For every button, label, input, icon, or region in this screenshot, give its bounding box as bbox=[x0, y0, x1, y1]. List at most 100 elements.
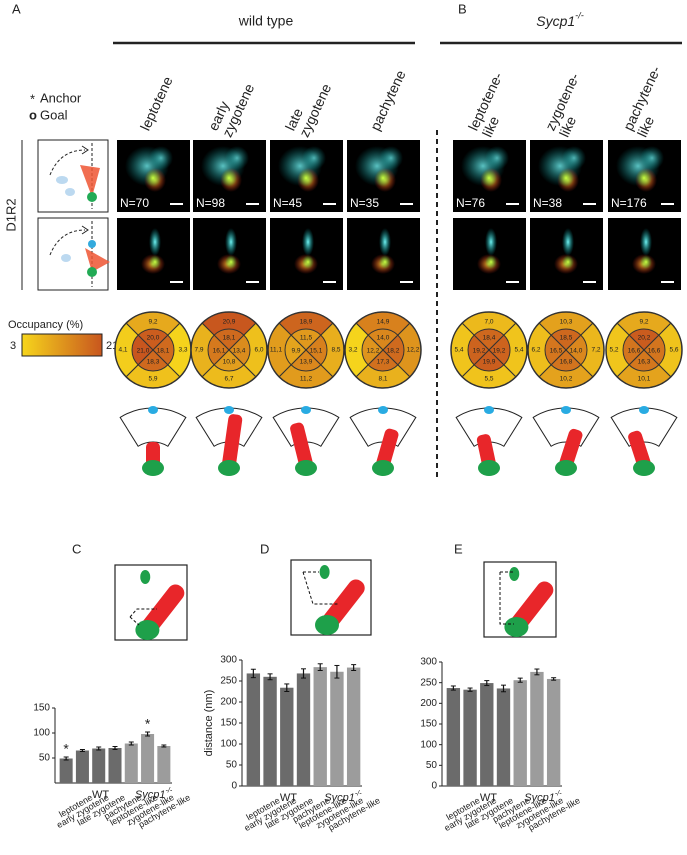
n-label: N=38 bbox=[533, 196, 562, 210]
bar bbox=[346, 667, 361, 786]
column-label: leptotene-like bbox=[465, 69, 520, 139]
y-tick-label: 0 bbox=[431, 781, 437, 792]
occupancy-inner bbox=[622, 334, 645, 366]
signal-cyan bbox=[225, 146, 249, 170]
occupancy-value: 18,9 bbox=[300, 319, 313, 326]
occupancy-value: 17,3 bbox=[377, 359, 390, 366]
occupancy-value: 5,6 bbox=[669, 347, 678, 354]
y-tick-label: 300 bbox=[220, 655, 237, 666]
occupancy-value: 19,9 bbox=[483, 359, 496, 366]
occupancy-value: 5,5 bbox=[484, 376, 493, 383]
occupancy-value: 11,5 bbox=[300, 335, 313, 342]
bar bbox=[463, 689, 477, 786]
y-tick-label: 200 bbox=[220, 697, 237, 708]
bar bbox=[480, 683, 494, 786]
genotype-label: Sycp1-/- bbox=[524, 789, 562, 803]
occupancy-value: 21,0 bbox=[137, 348, 150, 355]
schematic-anchor bbox=[315, 615, 339, 635]
goal-dot bbox=[639, 406, 649, 414]
occupancy-inner bbox=[473, 349, 505, 372]
occupancy-value: 7,2 bbox=[591, 347, 600, 354]
occupancy-rim bbox=[450, 311, 528, 389]
n-label: N=70 bbox=[120, 196, 149, 210]
signal-cyan bbox=[562, 146, 586, 170]
error-bar bbox=[96, 746, 102, 751]
error-bar bbox=[250, 668, 256, 679]
bar bbox=[546, 678, 561, 786]
occupancy-inner bbox=[367, 328, 399, 351]
fan-outline bbox=[119, 407, 187, 447]
fan-outline bbox=[532, 407, 600, 447]
column-label-line: pachytene bbox=[367, 67, 409, 133]
occupancy-value: 10,1 bbox=[638, 376, 651, 383]
anchor-label: Anchor bbox=[40, 90, 82, 105]
bar bbox=[141, 734, 155, 783]
gene: Sycp1 bbox=[536, 13, 575, 29]
occupancy-value: 3,2 bbox=[348, 347, 357, 354]
n-label: N=98 bbox=[196, 196, 225, 210]
occupancy-inner bbox=[290, 349, 322, 372]
superscript: -/- bbox=[575, 11, 584, 21]
micrograph: N=176 bbox=[608, 140, 681, 212]
signal-green bbox=[481, 169, 497, 187]
occupancy-value: 11,2 bbox=[300, 376, 313, 383]
occupancy-value: 10,2 bbox=[560, 376, 573, 383]
micrograph bbox=[193, 218, 266, 290]
bar bbox=[124, 743, 138, 783]
occupancy-value: 14,0 bbox=[377, 335, 390, 342]
schematic-anchor bbox=[135, 620, 160, 640]
n-label: N=35 bbox=[350, 196, 379, 210]
anchor-blob bbox=[142, 460, 164, 476]
occupancy-value: 8,1 bbox=[378, 376, 387, 383]
bar bbox=[75, 750, 89, 783]
y-tick-label: 250 bbox=[220, 676, 237, 687]
group-label: WT bbox=[280, 792, 297, 804]
signal-green bbox=[640, 255, 652, 269]
genotype-label: Sycp1-/- bbox=[536, 11, 584, 29]
bar bbox=[330, 671, 344, 786]
occupancy-rim bbox=[344, 311, 422, 389]
y-tick-label: 100 bbox=[220, 739, 237, 750]
signal-green bbox=[375, 169, 391, 187]
anchor-blob bbox=[372, 460, 394, 476]
occupancy-inner bbox=[137, 349, 169, 372]
superscript: -/- bbox=[165, 786, 172, 794]
error-bar bbox=[517, 677, 523, 683]
n-label: N=76 bbox=[456, 196, 485, 210]
occupancy-value: 13,9 bbox=[300, 359, 313, 366]
schematic-goal bbox=[509, 567, 520, 581]
goal-symbol: o bbox=[29, 107, 37, 122]
goal-dot bbox=[484, 406, 494, 414]
anchor-blob bbox=[555, 460, 577, 476]
goal-dot bbox=[224, 406, 234, 414]
micrograph: N=98 bbox=[193, 140, 266, 212]
bar bbox=[108, 748, 122, 783]
signal-green bbox=[379, 255, 391, 269]
schematic-goal bbox=[140, 570, 151, 584]
occupancy-value: 10,3 bbox=[560, 319, 573, 326]
occupancy-value: 20,0 bbox=[147, 335, 160, 342]
y-axis-label: distance (nm) bbox=[203, 690, 215, 757]
occupancy-inner bbox=[131, 334, 154, 366]
anchor-blob bbox=[218, 460, 240, 476]
occupancy-inner bbox=[137, 328, 169, 351]
y-tick-label: 100 bbox=[33, 728, 50, 739]
occupancy-inner bbox=[367, 349, 399, 372]
occupancy-value: 12,2 bbox=[407, 347, 420, 354]
goal-label: Goal bbox=[40, 107, 68, 122]
signal-green bbox=[225, 255, 237, 269]
panel-letter: D bbox=[260, 541, 269, 556]
y-tick-label: 150 bbox=[420, 719, 437, 730]
anchor-symbol: * bbox=[30, 91, 35, 106]
goal-dot bbox=[148, 406, 158, 414]
column-label: zygotene-like bbox=[542, 70, 597, 139]
signal-green bbox=[221, 169, 237, 187]
signal-green bbox=[558, 169, 574, 187]
occupancy-rim bbox=[527, 311, 605, 389]
occupancy-value: 15,1 bbox=[310, 348, 323, 355]
micrograph bbox=[608, 218, 681, 290]
occupancy-value: 13,4 bbox=[233, 348, 246, 355]
error-bar bbox=[317, 663, 323, 671]
error-bar bbox=[63, 756, 69, 761]
occupancy-inner bbox=[550, 328, 582, 351]
